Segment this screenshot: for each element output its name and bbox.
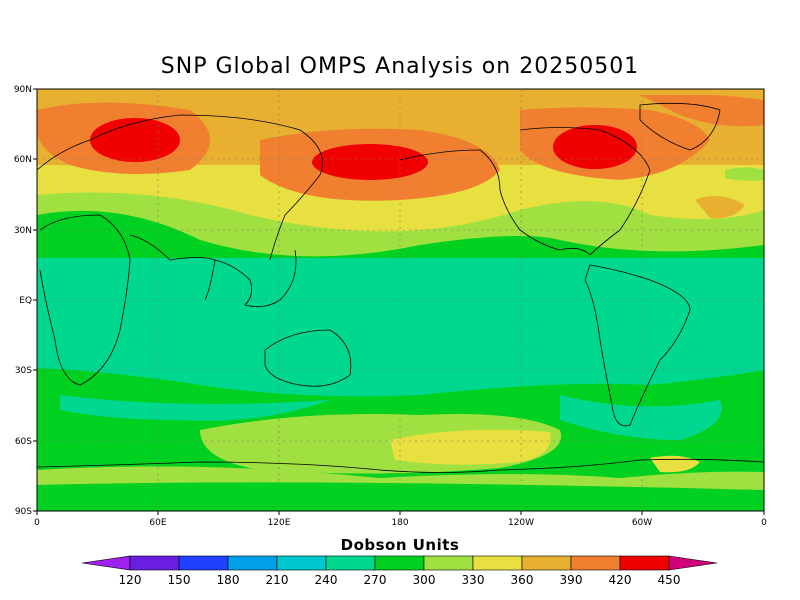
lon-label-0: 0 (34, 518, 40, 528)
colorbar-label: 120 (119, 573, 142, 587)
lon-label-120w: 120W (508, 518, 534, 528)
lon-label-60e: 60E (149, 518, 166, 528)
colorbar-segment (374, 555, 425, 571)
colorbar-arrow-low (81, 555, 131, 571)
colorbar-segment (423, 555, 474, 571)
colorbar-segment (325, 555, 376, 571)
gridlines (37, 89, 764, 511)
colorbar-label: 420 (609, 573, 632, 587)
colorbar-segment (129, 555, 180, 571)
colorbar-segment (619, 555, 670, 571)
colorbar-segment (472, 555, 523, 571)
colorbar-label: 360 (511, 573, 534, 587)
colorbar-label: 240 (315, 573, 338, 587)
colorbar-label: 150 (168, 573, 191, 587)
colorbar-label: 270 (364, 573, 387, 587)
colorbar-segment (570, 555, 621, 571)
lat-label-60n: 60N (14, 155, 32, 165)
lat-label-30s: 30S (15, 366, 32, 376)
lat-label-90s: 90S (15, 507, 32, 517)
colorbar-segment (227, 555, 278, 571)
lat-label-90n: 90N (14, 85, 32, 95)
colorbar-label: 180 (217, 573, 240, 587)
colorbar-label: 300 (413, 573, 436, 587)
lat-label-30n: 30N (14, 226, 32, 236)
colorbar-label: 450 (658, 573, 681, 587)
colorbar: 120 150 180 210 240 270 300 330 360 390 420 450 (81, 555, 718, 587)
lat-label-60s: 60S (15, 437, 32, 447)
lon-label-120e: 120E (268, 518, 291, 528)
colorbar-arrow-high (668, 555, 718, 571)
colorbar-title: Dobson Units (340, 536, 460, 554)
tick-marks (33, 88, 765, 515)
colorbar-segment (276, 555, 327, 571)
colorbar-label: 210 (266, 573, 289, 587)
colorbar-segment (178, 555, 229, 571)
map-title: SNP Global OMPS Analysis on 20250501 (160, 54, 640, 79)
lon-label-0-east: 0 (761, 518, 767, 528)
coastlines (37, 102, 764, 473)
lon-label-60w: 60W (632, 518, 652, 528)
lon-label-180: 180 (391, 518, 408, 528)
colorbar-label: 330 (462, 573, 485, 587)
colorbar-label: 390 (560, 573, 583, 587)
colorbar-segment (521, 555, 572, 571)
lat-label-eq: EQ (19, 296, 32, 306)
contour-fill (37, 89, 764, 511)
